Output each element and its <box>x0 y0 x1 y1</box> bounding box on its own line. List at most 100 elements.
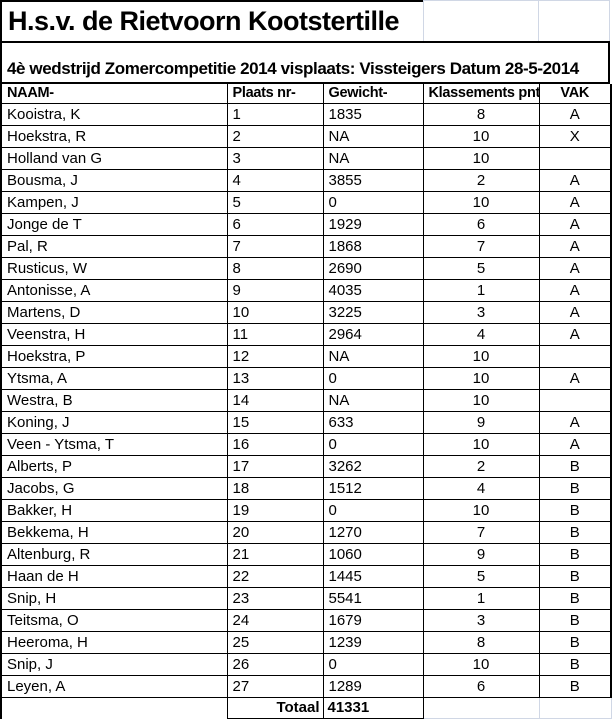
table-row: Antonisse, A 9 4035 1 A <box>0 279 612 302</box>
cell-plaats-nr: 15 <box>226 411 324 434</box>
cell-plaats-nr: 7 <box>226 235 324 258</box>
cell-naam: Snip, H <box>0 587 228 610</box>
table-row: Westra, B 14 NA 10 <box>0 389 612 412</box>
cell-naam: Ytsma, A <box>0 367 228 390</box>
cell-klassements-pnt: 5 <box>422 257 540 280</box>
column-header-vak: VAK <box>538 84 612 104</box>
cell-naam: Koning, J <box>0 411 228 434</box>
cell-plaats-nr: 10 <box>226 301 324 324</box>
cell-plaats-nr: 5 <box>226 191 324 214</box>
cell-naam: Rusticus, W <box>0 257 228 280</box>
column-header-naam: NAAM- <box>0 84 228 104</box>
cell-naam: Bekkema, H <box>0 521 228 544</box>
header-row: NAAM- Plaats nr- Gewicht- Klassements pn… <box>0 84 612 104</box>
cell-naam: Veenstra, H <box>0 323 228 346</box>
cell-vak: B <box>538 499 612 522</box>
cell-plaats-nr: 17 <box>226 455 324 478</box>
cell-naam: Leyen, A <box>0 675 228 698</box>
cell-vak: A <box>538 411 612 434</box>
page-title: H.s.v. de Rietvoorn Kootstertille <box>2 0 423 41</box>
cell-plaats-nr: 23 <box>226 587 324 610</box>
cell-gewicht: 1270 <box>322 521 424 544</box>
cell-naam: Kampen, J <box>0 191 228 214</box>
cell-plaats-nr: 1 <box>226 103 324 126</box>
cell-klassements-pnt: 7 <box>422 521 540 544</box>
table-row: Alberts, P 17 3262 2 B <box>0 455 612 478</box>
cell-gewicht: 0 <box>322 433 424 456</box>
table-row: Altenburg, R 21 1060 9 B <box>0 543 612 566</box>
table-row: Kampen, J 5 0 10 A <box>0 191 612 214</box>
cell-plaats-nr: 4 <box>226 169 324 192</box>
cell-naam: Hoekstra, P <box>0 345 228 368</box>
table-row: Veenstra, H 11 2964 4 A <box>0 323 612 346</box>
cell-gewicht: 3855 <box>322 169 424 192</box>
cell-klassements-pnt: 10 <box>422 499 540 522</box>
cell-klassements-pnt: 5 <box>422 565 540 588</box>
title-empty-cell-2 <box>538 0 610 41</box>
cell-naam: Heeroma, H <box>0 631 228 654</box>
cell-naam: Bakker, H <box>0 499 228 522</box>
cell-klassements-pnt: 6 <box>422 675 540 698</box>
cell-klassements-pnt: 6 <box>422 213 540 236</box>
cell-gewicht: 1289 <box>322 675 424 698</box>
cell-gewicht: 5541 <box>322 587 424 610</box>
title-empty-cell-1 <box>423 0 538 41</box>
cell-klassements-pnt: 3 <box>422 301 540 324</box>
cell-klassements-pnt: 10 <box>422 191 540 214</box>
cell-plaats-nr: 11 <box>226 323 324 346</box>
cell-vak: A <box>538 103 612 126</box>
title-row: H.s.v. de Rietvoorn Kootstertille <box>0 0 610 43</box>
total-empty-vak-cell <box>539 697 612 719</box>
total-row: Totaal 41331 <box>0 697 612 719</box>
cell-vak: A <box>538 257 612 280</box>
table-row: Teitsma, O 24 1679 3 B <box>0 609 612 632</box>
cell-gewicht: NA <box>322 345 424 368</box>
table-row: Leyen, A 27 1289 6 B <box>0 675 612 698</box>
table-body: Kooistra, K 1 1835 8 A Hoekstra, R 2 NA 10 X Holla… <box>0 103 612 719</box>
cell-plaats-nr: 13 <box>226 367 324 390</box>
cell-gewicht: 1835 <box>322 103 424 126</box>
cell-gewicht: 0 <box>322 653 424 676</box>
column-header-klassements-pnt: Klassements pnt- <box>422 84 540 104</box>
cell-plaats-nr: 24 <box>226 609 324 632</box>
cell-vak: B <box>538 609 612 632</box>
cell-naam: Kooistra, K <box>0 103 228 126</box>
cell-klassements-pnt: 1 <box>422 587 540 610</box>
column-header-gewicht: Gewicht- <box>322 84 424 104</box>
cell-klassements-pnt: 10 <box>422 147 540 170</box>
cell-vak: B <box>538 653 612 676</box>
cell-naam: Haan de H <box>0 565 228 588</box>
cell-gewicht: 1868 <box>322 235 424 258</box>
cell-plaats-nr: 19 <box>226 499 324 522</box>
cell-klassements-pnt: 8 <box>422 103 540 126</box>
cell-plaats-nr: 8 <box>226 257 324 280</box>
cell-vak: A <box>538 169 612 192</box>
cell-plaats-nr: 27 <box>226 675 324 698</box>
cell-plaats-nr: 2 <box>226 125 324 148</box>
cell-naam: Antonisse, A <box>0 279 228 302</box>
cell-klassements-pnt: 2 <box>422 455 540 478</box>
table-row: Kooistra, K 1 1835 8 A <box>0 103 612 126</box>
cell-klassements-pnt: 10 <box>422 367 540 390</box>
cell-vak: A <box>538 235 612 258</box>
cell-klassements-pnt: 10 <box>422 653 540 676</box>
competition-subtitle: 4è wedstrijd Zomercompetitie 2014 vispla… <box>0 43 610 84</box>
cell-gewicht: 1679 <box>322 609 424 632</box>
table-row: Martens, D 10 3225 3 A <box>0 301 612 324</box>
cell-naam: Martens, D <box>0 301 228 324</box>
table-row: Rusticus, W 8 2690 5 A <box>0 257 612 280</box>
cell-gewicht: 633 <box>322 411 424 434</box>
total-empty-pnt-cell <box>423 697 540 719</box>
table-row: Heeroma, H 25 1239 8 B <box>0 631 612 654</box>
cell-gewicht: NA <box>322 125 424 148</box>
cell-vak: B <box>538 455 612 478</box>
cell-gewicht: 3225 <box>322 301 424 324</box>
cell-plaats-nr: 25 <box>226 631 324 654</box>
table-row: Haan de H 22 1445 5 B <box>0 565 612 588</box>
cell-plaats-nr: 21 <box>226 543 324 566</box>
cell-gewicht: 2964 <box>322 323 424 346</box>
total-label: Totaal <box>226 697 324 719</box>
cell-naam: Holland van G <box>0 147 228 170</box>
cell-vak: A <box>538 433 612 456</box>
